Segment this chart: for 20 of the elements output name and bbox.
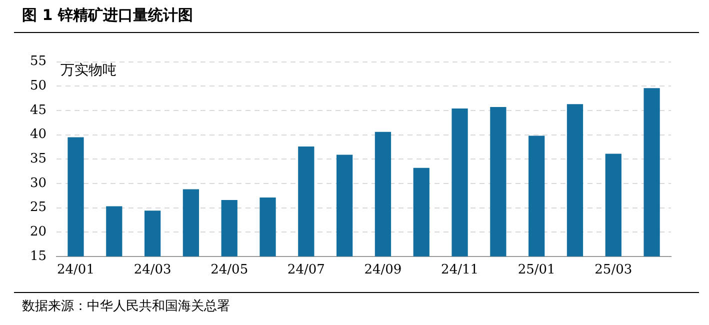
y-tick-label: 15 bbox=[30, 248, 47, 264]
y-axis-title: 万实物吨 bbox=[60, 62, 117, 78]
y-tick-label: 20 bbox=[30, 224, 47, 240]
chart-title: 图 1 锌精矿进口量统计图 bbox=[22, 6, 193, 25]
y-tick-label: 25 bbox=[30, 200, 47, 216]
source-note: 数据来源：中华人民共和国海关总署 bbox=[22, 298, 230, 315]
x-tick-label: 24/09 bbox=[364, 262, 402, 278]
x-tick-label: 24/11 bbox=[441, 262, 479, 278]
x-tick-label: 25/01 bbox=[518, 262, 556, 278]
y-tick-label: 55 bbox=[30, 54, 47, 70]
y-tick-label: 50 bbox=[30, 78, 47, 94]
y-tick-label: 40 bbox=[30, 127, 47, 142]
x-tick-label: 24/03 bbox=[134, 262, 172, 278]
y-tick-label: 45 bbox=[30, 102, 47, 118]
y-tick-label: 30 bbox=[30, 176, 47, 191]
x-tick-label: 24/01 bbox=[57, 262, 94, 278]
x-tick-label: 24/05 bbox=[210, 262, 248, 278]
x-tick-label: 24/07 bbox=[287, 262, 325, 278]
x-tick-label: 25/03 bbox=[594, 262, 632, 278]
y-tick-label: 35 bbox=[30, 151, 47, 166]
